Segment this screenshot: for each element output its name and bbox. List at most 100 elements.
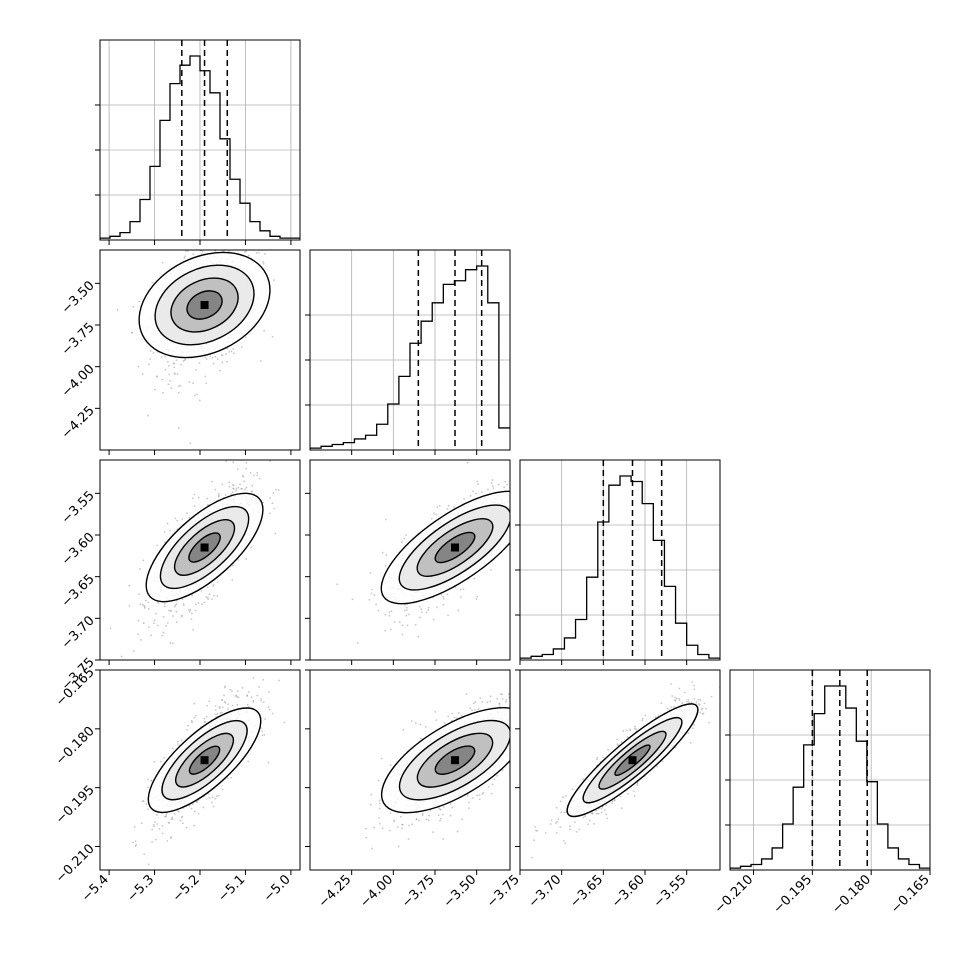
scatter-point	[236, 468, 239, 471]
scatter-point	[211, 225, 213, 227]
scatter-point	[220, 699, 223, 702]
scatter-point	[259, 244, 261, 246]
scatter-point	[369, 803, 372, 806]
scatter-point	[151, 281, 154, 284]
scatter-point	[667, 707, 669, 710]
scatter-point	[378, 802, 381, 805]
scatter-point	[606, 817, 609, 820]
scatter-point	[513, 541, 515, 543]
scatter-point	[397, 845, 400, 848]
scatter-point	[146, 808, 149, 811]
scatter-point	[171, 816, 174, 819]
scatter-point	[421, 812, 424, 815]
scatter-point	[377, 779, 380, 782]
scatter-point	[496, 774, 498, 777]
scatter-point	[500, 693, 503, 696]
scatter-point	[515, 504, 517, 506]
scatter-point	[176, 809, 179, 812]
scatter-point	[674, 696, 676, 699]
scatter-point	[433, 512, 435, 515]
scatter-point	[419, 723, 422, 726]
scatter-point	[425, 818, 428, 821]
scatter-point	[201, 603, 204, 606]
scatter-point	[273, 279, 275, 282]
scatter-point	[384, 629, 387, 632]
scatter-point	[161, 378, 164, 381]
scatter-point	[139, 568, 141, 570]
scatter-point	[155, 612, 158, 615]
scatter-point	[240, 346, 243, 348]
scatter-point	[163, 602, 166, 605]
scatter-point	[260, 697, 262, 700]
scatter-point	[161, 634, 163, 637]
scatter-point	[481, 700, 484, 703]
panel-frame	[309, 669, 511, 871]
scatter-point	[197, 602, 200, 604]
scatter-point	[245, 461, 248, 464]
scatter-point	[237, 559, 240, 561]
scatter-point	[683, 691, 686, 694]
scatter-point	[449, 802, 452, 805]
scatter-point	[273, 507, 276, 510]
density-peak	[451, 756, 459, 765]
scatter-point	[528, 708, 530, 710]
scatter-point	[180, 363, 182, 366]
scatter-point	[447, 504, 450, 507]
scatter-point	[218, 705, 221, 708]
scatter-point	[439, 817, 442, 820]
scatter-point	[206, 586, 209, 589]
scatter-point	[182, 360, 185, 362]
scatter-point	[446, 507, 449, 510]
scatter-point	[172, 362, 175, 364]
scatter-point	[218, 494, 220, 497]
scatter-point	[169, 529, 171, 532]
scatter-point	[262, 262, 265, 265]
scatter-point	[244, 336, 247, 339]
scatter-point	[451, 806, 454, 809]
scatter-point	[176, 519, 179, 522]
scatter-point	[221, 711, 223, 714]
scatter-point	[194, 609, 197, 612]
scatter-point	[116, 308, 119, 311]
density-peak	[200, 301, 209, 309]
density-panel-3-2	[515, 669, 721, 875]
scatter-point	[378, 799, 381, 802]
scatter-point	[513, 722, 515, 724]
scatter-point	[163, 530, 166, 533]
scatter-point	[582, 778, 585, 781]
scatter-point	[489, 568, 492, 571]
scatter-point	[388, 611, 391, 614]
scatter-point	[457, 609, 460, 612]
scatter-point	[504, 480, 507, 483]
scatter-point	[523, 506, 525, 508]
scatter-point	[515, 511, 517, 513]
scatter-point	[389, 812, 392, 815]
scatter-point	[408, 613, 410, 616]
scatter-point	[514, 541, 516, 543]
scatter-point	[262, 260, 264, 263]
scatter-point	[155, 814, 158, 816]
scatter-point	[368, 598, 371, 601]
scatter-point	[271, 502, 274, 505]
scatter-point	[532, 489, 534, 491]
scatter-point	[217, 794, 220, 797]
scatter-point	[165, 814, 168, 817]
scatter-point	[514, 518, 516, 520]
scatter-point	[438, 504, 441, 507]
scatter-point	[438, 807, 441, 810]
scatter-point	[463, 498, 465, 500]
scatter-point	[562, 796, 564, 799]
scatter-point	[228, 351, 231, 353]
scatter-point	[169, 641, 172, 644]
scatter-point	[259, 360, 262, 363]
density-panel-2-0	[95, 457, 301, 665]
scatter-point	[244, 457, 246, 459]
scatter-point	[390, 610, 393, 613]
scatter-point	[498, 705, 501, 708]
scatter-point	[194, 242, 196, 244]
scatter-point	[377, 609, 380, 612]
panel-frame	[309, 249, 511, 451]
scatter-point	[541, 488, 543, 490]
scatter-point	[261, 734, 264, 737]
scatter-point	[401, 633, 404, 636]
